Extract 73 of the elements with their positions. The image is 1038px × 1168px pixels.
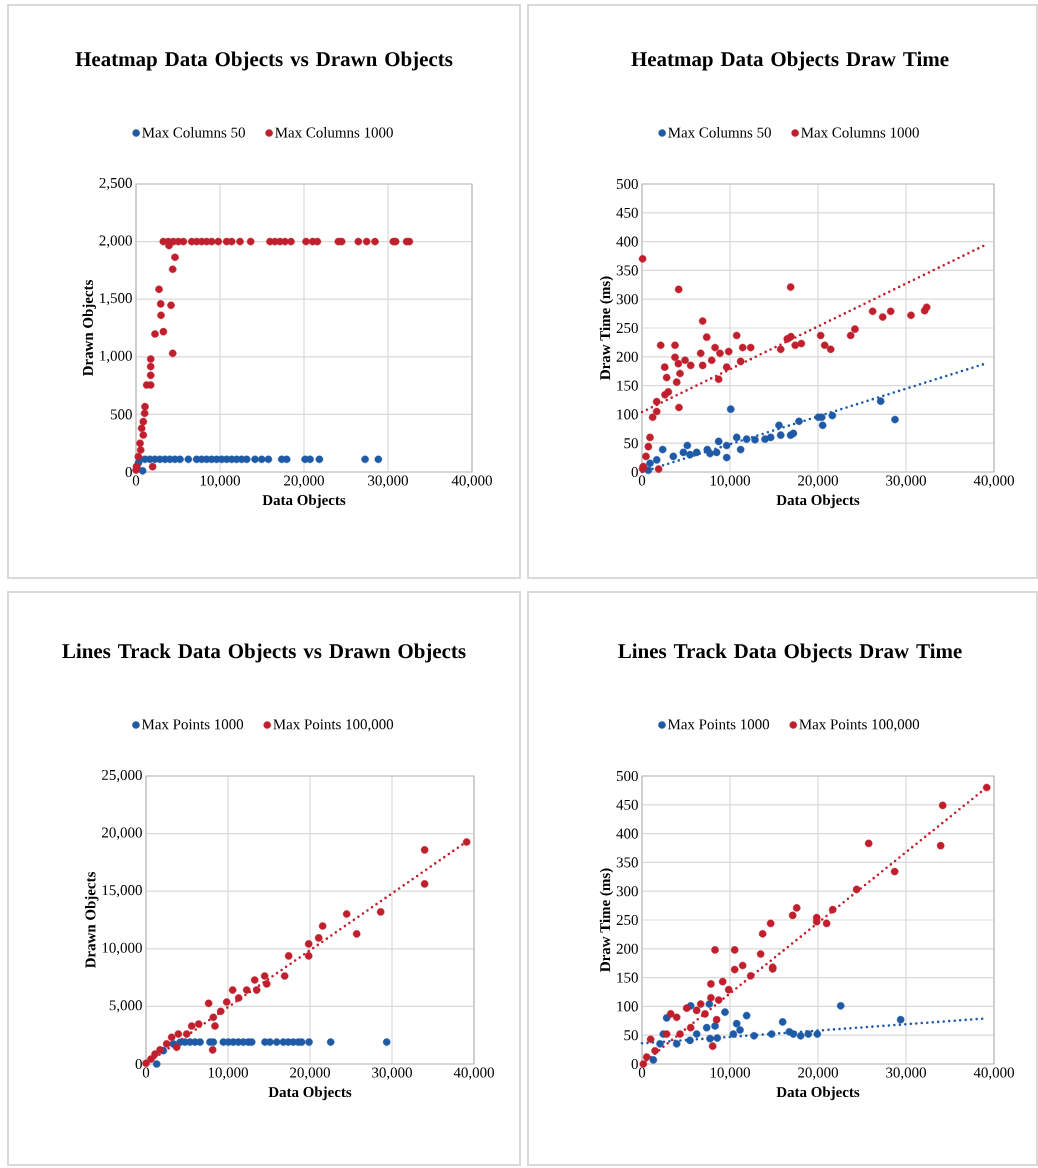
y-tick-label: 500 bbox=[616, 178, 638, 190]
y-axis-title: Drawn Objects bbox=[85, 872, 99, 969]
x-tick-label: 30,000 bbox=[886, 1067, 926, 1080]
y-tick-label: 0 bbox=[135, 1058, 142, 1070]
legend-label: Max Points 100,000 bbox=[799, 719, 920, 732]
x-tick-label: 20,000 bbox=[290, 1067, 330, 1080]
x-tick-label: 0 bbox=[638, 1067, 646, 1078]
y-tick-label: 500 bbox=[616, 770, 638, 782]
y-axis-title: Draw Time (ms) bbox=[599, 868, 614, 972]
y-tick-label: 200 bbox=[616, 943, 638, 954]
x-tick-label: 40,000 bbox=[973, 475, 1014, 488]
y-tick-label: 2,000 bbox=[99, 235, 132, 248]
chart-title: Lines Track Data Objects Draw Time bbox=[618, 643, 962, 663]
x-tick-label: 20,000 bbox=[284, 475, 324, 488]
y-tick-label: 150 bbox=[617, 972, 638, 983]
y-tick-label: 20,000 bbox=[102, 827, 142, 840]
x-axis-title: Data Objects bbox=[262, 494, 346, 509]
y-tick-label: 150 bbox=[617, 380, 638, 391]
y-tick-label: 350 bbox=[616, 265, 638, 276]
chart-title: Lines Track Data Objects vs Drawn Objects bbox=[62, 643, 466, 663]
y-tick-label: 10,000 bbox=[102, 942, 142, 955]
y-tick-label: 400 bbox=[616, 236, 638, 247]
y-tick-label: 15,000 bbox=[102, 885, 142, 898]
x-axis-title: Data Objects bbox=[268, 1086, 352, 1101]
y-axis-title: Draw Time (ms) bbox=[599, 276, 614, 380]
y-tick-label: 2,500 bbox=[99, 177, 132, 191]
x-tick-label: 10,000 bbox=[200, 475, 240, 488]
chart-title: Heatmap Data Objects vs Drawn Objects bbox=[75, 51, 453, 71]
y-axis-title: Drawn Objects bbox=[82, 280, 97, 377]
y-tick-label: 450 bbox=[616, 799, 638, 810]
y-tick-label: 0 bbox=[631, 466, 638, 478]
y-tick-label: 350 bbox=[616, 857, 638, 868]
legend-label: Max Points 1000 bbox=[667, 719, 770, 730]
legend-label: Max Points 1000 bbox=[141, 719, 244, 730]
legend-label: Max Points 100,000 bbox=[273, 719, 394, 732]
y-tick-label: 250 bbox=[616, 914, 638, 926]
legend-label: Max Columns 50 bbox=[142, 127, 245, 138]
y-tick-label: 250 bbox=[616, 322, 638, 334]
y-tick-label: 500 bbox=[110, 409, 132, 420]
y-tick-label: 300 bbox=[616, 886, 638, 897]
x-axis-title: Data Objects bbox=[776, 1086, 860, 1101]
y-tick-label: 200 bbox=[616, 351, 638, 362]
y-tick-label: 0 bbox=[631, 1058, 638, 1070]
x-tick-label: 0 bbox=[142, 1067, 150, 1078]
legend-label: Max Columns 1000 bbox=[801, 127, 919, 138]
x-tick-label: 10,000 bbox=[208, 1067, 248, 1080]
x-tick-label: 30,000 bbox=[886, 475, 926, 488]
y-tick-label: 50 bbox=[624, 438, 638, 449]
x-tick-label: 40,000 bbox=[973, 1067, 1014, 1080]
x-tick-label: 40,000 bbox=[453, 1067, 494, 1080]
y-tick-label: 50 bbox=[624, 1030, 638, 1041]
x-axis-title: Data Objects bbox=[776, 494, 860, 509]
legend-label: Max Columns 1000 bbox=[275, 127, 393, 138]
legend-label: Max Columns 50 bbox=[668, 127, 771, 138]
x-tick-label: 30,000 bbox=[372, 1067, 412, 1080]
y-tick-label: 1,500 bbox=[100, 293, 132, 306]
x-tick-label: 0 bbox=[638, 475, 646, 486]
y-tick-label: 100 bbox=[617, 409, 638, 420]
y-tick-label: 300 bbox=[616, 294, 638, 305]
x-tick-label: 10,000 bbox=[710, 475, 750, 488]
chart-title: Heatmap Data Objects Draw Time bbox=[631, 51, 949, 71]
y-tick-label: 400 bbox=[616, 828, 638, 839]
y-tick-label: 25,000 bbox=[102, 769, 142, 783]
y-tick-label: 450 bbox=[616, 207, 638, 218]
x-tick-label: 30,000 bbox=[368, 475, 408, 488]
y-tick-label: 100 bbox=[617, 1001, 638, 1012]
y-tick-label: 5,000 bbox=[109, 1000, 142, 1013]
x-tick-label: 20,000 bbox=[798, 475, 838, 488]
x-tick-label: 40,000 bbox=[451, 475, 492, 488]
x-tick-label: 10,000 bbox=[710, 1067, 750, 1080]
x-tick-label: 20,000 bbox=[798, 1067, 838, 1080]
y-tick-label: 1,000 bbox=[100, 350, 132, 363]
y-tick-label: 0 bbox=[125, 466, 132, 478]
